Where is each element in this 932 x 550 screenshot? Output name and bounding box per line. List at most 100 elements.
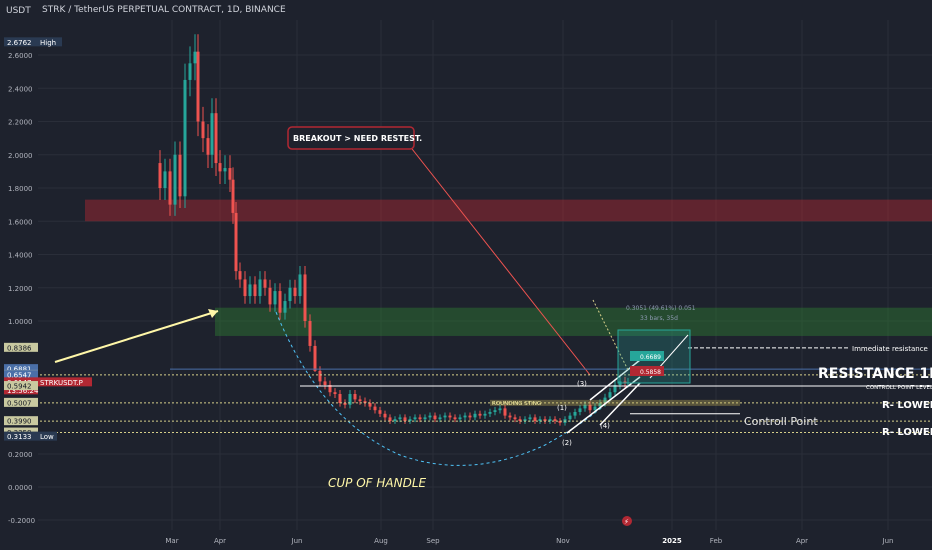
target-price-label: 0.6689 bbox=[640, 354, 661, 361]
price-tag bbox=[4, 431, 38, 441]
entry-price-label: 0.5858 bbox=[640, 369, 661, 376]
candle-body bbox=[428, 415, 432, 418]
red-supply-zone bbox=[85, 199, 932, 222]
y-tick-label: 0.2000 bbox=[8, 451, 33, 459]
candle-body bbox=[358, 399, 362, 402]
candle-body bbox=[303, 274, 307, 321]
candle-body bbox=[268, 287, 272, 305]
candle-body bbox=[553, 419, 557, 421]
candle-body bbox=[248, 284, 252, 297]
immediate-resistance-label: Immediate resistance bbox=[852, 345, 928, 353]
candle-body bbox=[178, 154, 182, 197]
candle-body bbox=[278, 291, 282, 313]
candle-body bbox=[243, 279, 247, 297]
price-tag-label: 0.6547 bbox=[7, 372, 32, 380]
candle-body bbox=[201, 121, 205, 139]
candle-body bbox=[608, 392, 612, 398]
candle-body bbox=[353, 394, 357, 400]
candle-body bbox=[313, 345, 317, 371]
candle-body bbox=[338, 394, 342, 403]
wave-arrow-2 bbox=[599, 382, 641, 426]
cup-of-handle-label: CUP OF HANDLE bbox=[328, 476, 427, 490]
price-tag-label: 0.5007 bbox=[7, 399, 32, 407]
y-axis: 2.6000 2.4000 2.2000 2.0000 1.8000 1.6000 1.40… bbox=[0, 20, 92, 550]
candle-body bbox=[158, 163, 162, 188]
candle-body bbox=[228, 168, 232, 180]
price-tag-sub-label: 13:56:24 bbox=[7, 387, 39, 395]
candle-body bbox=[438, 417, 442, 420]
candle-body bbox=[498, 408, 502, 411]
candle-body bbox=[328, 385, 332, 393]
price-tag-side bbox=[38, 377, 92, 387]
green-zone bbox=[215, 307, 932, 336]
entry-box bbox=[630, 366, 664, 376]
price-tag-label: 0.8386 bbox=[7, 344, 32, 352]
price-tag-label: 0.5942 bbox=[7, 383, 32, 391]
candle-body bbox=[503, 408, 507, 416]
price-tag-sub bbox=[4, 386, 38, 395]
candle-body bbox=[493, 410, 497, 412]
candle-body bbox=[173, 154, 177, 205]
drawings bbox=[40, 139, 932, 434]
y-tick-label: 1.2000 bbox=[8, 285, 33, 293]
x-tick-label: Apr bbox=[796, 537, 808, 545]
candle-body bbox=[548, 419, 552, 421]
x-axis: Mar Apr Jun Aug Sep Nov 2025 Feb Apr Jun bbox=[165, 537, 893, 545]
rounding-band bbox=[490, 399, 740, 406]
x-tick-label: 2025 bbox=[662, 537, 682, 545]
candle-body bbox=[398, 417, 402, 420]
x-tick-label: Apr bbox=[214, 537, 226, 545]
candle-body bbox=[383, 413, 387, 418]
rounding-label: ROUNDING STING bbox=[492, 401, 541, 407]
x-tick-label: Aug bbox=[374, 537, 388, 545]
candle-body bbox=[298, 274, 302, 297]
wave-arrow-1 bbox=[566, 376, 641, 434]
candle-body bbox=[273, 291, 277, 305]
candle-body bbox=[218, 163, 222, 172]
candle-body bbox=[458, 417, 462, 420]
candle-body bbox=[488, 412, 492, 414]
candle-body bbox=[363, 401, 367, 403]
candle-body bbox=[473, 413, 477, 418]
y-tick-label: 2.6000 bbox=[8, 52, 33, 60]
candle-body bbox=[443, 415, 447, 418]
x-tick-label: Mar bbox=[165, 537, 178, 545]
candle-body bbox=[393, 419, 397, 421]
candle-body bbox=[433, 415, 437, 420]
price-tag bbox=[4, 342, 38, 352]
price-tag bbox=[4, 37, 38, 47]
price-tag-label: 0.6881 bbox=[7, 366, 32, 374]
candle-body bbox=[543, 419, 547, 421]
symbol-title[interactable]: STRK / TetherUS PERPETUAL CONTRACT, 1D, … bbox=[42, 5, 286, 15]
candle-body bbox=[258, 279, 262, 297]
trend-arrow bbox=[54, 310, 219, 363]
candle-body bbox=[183, 79, 187, 197]
candle-body bbox=[613, 385, 617, 393]
y-tick-label: 2.0000 bbox=[8, 152, 33, 160]
candle-body bbox=[448, 415, 452, 418]
candle-body bbox=[214, 113, 218, 164]
candle-body bbox=[288, 287, 292, 302]
candle-body bbox=[348, 394, 352, 405]
price-tag-side bbox=[38, 431, 57, 441]
candle-body bbox=[234, 212, 238, 272]
candle-body bbox=[558, 421, 562, 423]
price-tag bbox=[4, 364, 38, 374]
wave-label: (3) bbox=[577, 380, 587, 388]
target-box bbox=[630, 351, 664, 361]
wave-label: (4) bbox=[600, 422, 610, 430]
candle-body bbox=[263, 279, 267, 288]
price-tag-side-label: High bbox=[40, 39, 56, 47]
y-tick-label: 1.6000 bbox=[8, 218, 33, 226]
measure-bottom-label: 33 bars, 35d bbox=[640, 315, 678, 322]
candle-body bbox=[368, 403, 372, 407]
price-tag bbox=[4, 381, 38, 391]
candle-body bbox=[573, 412, 577, 416]
candle-body bbox=[468, 415, 472, 418]
annotations: BREAKOUT > NEED RESTEST. RESISTANCE 1M Imm… bbox=[287, 126, 932, 526]
candle-body bbox=[193, 51, 197, 64]
candle-body bbox=[168, 171, 172, 205]
candle-body bbox=[308, 321, 312, 346]
